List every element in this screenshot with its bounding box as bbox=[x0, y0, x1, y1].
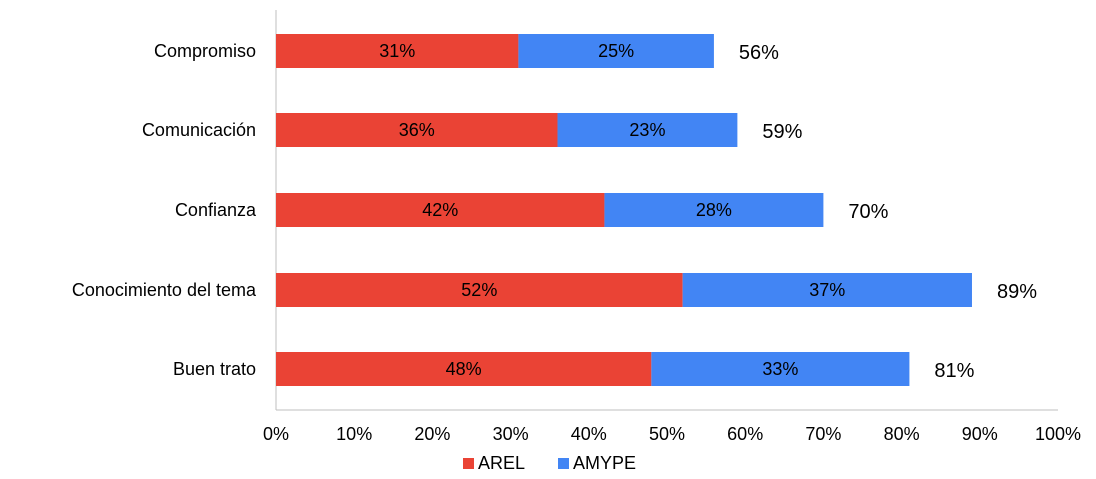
category-label: Compromiso bbox=[154, 41, 256, 61]
x-tick-label: 60% bbox=[727, 424, 763, 444]
x-tick-label: 80% bbox=[884, 424, 920, 444]
category-labels: Compromiso Comunicación Confianza Conocimie… bbox=[72, 41, 257, 379]
bar-segment-amype bbox=[518, 34, 714, 68]
bar-value-label: 28% bbox=[696, 200, 732, 220]
x-tick-label: 20% bbox=[414, 424, 450, 444]
bar-value-label: 37% bbox=[809, 280, 845, 300]
category-label: Comunicación bbox=[142, 120, 256, 140]
x-tick-labels: 0% 10% 20% 30% 40% 50% 60% 70% 80% 90% 100% bbox=[263, 424, 1081, 444]
category-label: Buen trato bbox=[173, 359, 256, 379]
legend-swatch-arel bbox=[463, 458, 474, 469]
bars: 31% 25% 36% 23% 42% 28% 52% 37% 48% 33% bbox=[276, 34, 972, 386]
bar-value-label: 31% bbox=[379, 41, 415, 61]
bar-segment-amype bbox=[651, 352, 910, 386]
x-tick-label: 50% bbox=[649, 424, 685, 444]
x-tick-label: 10% bbox=[336, 424, 372, 444]
total-value-label: 70% bbox=[848, 201, 888, 223]
x-tick-label: 40% bbox=[571, 424, 607, 444]
bar-segment-arel bbox=[276, 113, 558, 147]
bar-value-label: 25% bbox=[598, 41, 634, 61]
x-tick-label: 90% bbox=[962, 424, 998, 444]
bar-value-label: 52% bbox=[461, 280, 497, 300]
legend-label-amype: AMYPE bbox=[573, 453, 636, 473]
bar-value-label: 23% bbox=[629, 120, 665, 140]
x-tick-label: 70% bbox=[805, 424, 841, 444]
bar-segment-arel bbox=[276, 193, 605, 227]
total-value-label: 89% bbox=[997, 281, 1037, 303]
total-value-label: 59% bbox=[762, 121, 802, 143]
bar-segment-arel bbox=[276, 34, 519, 68]
bar-segment-arel bbox=[276, 273, 683, 307]
category-label: Conocimiento del tema bbox=[72, 280, 257, 300]
bar-value-label: 33% bbox=[762, 359, 798, 379]
bar-segment-amype bbox=[557, 113, 738, 147]
total-value-label: 56% bbox=[739, 42, 779, 64]
bar-segment-arel bbox=[276, 352, 652, 386]
bar-value-label: 42% bbox=[422, 200, 458, 220]
legend-swatch-amype bbox=[558, 458, 569, 469]
x-tick-label: 0% bbox=[263, 424, 289, 444]
total-value-label: 81% bbox=[934, 360, 974, 382]
bar-value-label: 48% bbox=[446, 359, 482, 379]
legend: AREL AMYPE bbox=[463, 453, 636, 473]
bar-segment-amype bbox=[604, 193, 824, 227]
bar-segment-amype bbox=[682, 273, 972, 307]
category-label: Confianza bbox=[175, 200, 257, 220]
x-tick-label: 30% bbox=[493, 424, 529, 444]
bar-value-label: 36% bbox=[399, 120, 435, 140]
legend-label-arel: AREL bbox=[478, 453, 525, 473]
x-tick-label: 100% bbox=[1035, 424, 1081, 444]
total-labels: 56% 59% 70% 89% 81% bbox=[739, 42, 1037, 382]
